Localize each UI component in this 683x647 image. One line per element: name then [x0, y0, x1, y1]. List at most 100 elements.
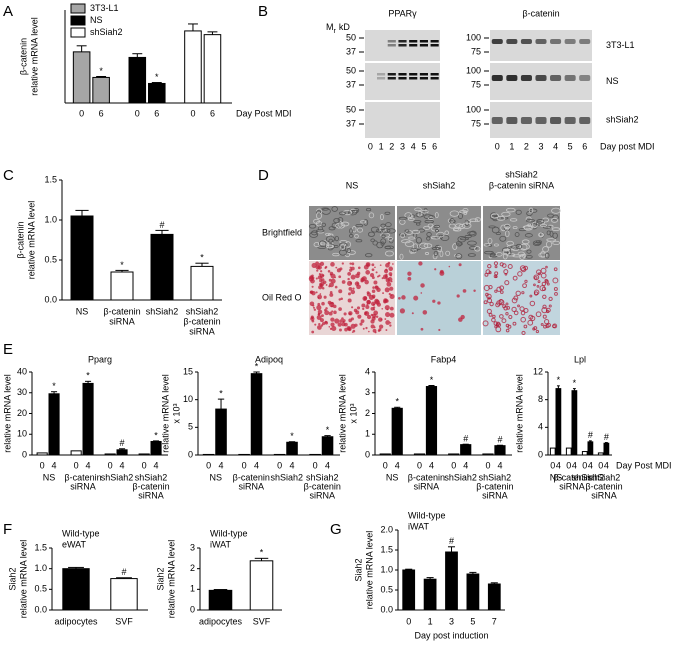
lipid-droplet: [372, 286, 375, 289]
x-tick-label: 0: [582, 460, 587, 470]
x-tick-label: 0: [451, 460, 456, 470]
cell-texture: [435, 228, 439, 233]
lipid-droplet: [385, 263, 390, 268]
bar: [494, 445, 506, 456]
blot-band: [520, 75, 532, 81]
lane-label: 5: [421, 141, 426, 151]
lipid-droplet: [385, 329, 388, 331]
legend-label: NS: [90, 15, 103, 25]
legend-swatch: [70, 27, 86, 38]
lipid-droplet: [376, 302, 381, 307]
lipid-droplet: [544, 319, 550, 325]
cell-texture: [542, 225, 552, 229]
lipid-droplet: [325, 284, 328, 286]
error-bar: [132, 53, 143, 58]
x-tick-label: 3: [449, 616, 454, 626]
marker-label: 75: [471, 79, 481, 89]
marker-label: 100: [466, 65, 481, 75]
lipid-droplet: [462, 289, 467, 293]
blot-band: [398, 77, 407, 80]
cell-texture: [433, 250, 438, 257]
y-tick-label: 0.0: [44, 294, 57, 304]
lipid-droplet: [544, 278, 548, 283]
lipid-droplet: [364, 279, 369, 285]
y-axis-label: relative mRNA level: [18, 540, 28, 619]
significance-mark: *: [155, 72, 159, 82]
lipid-droplet: [331, 325, 337, 332]
lane-label: 0: [495, 141, 500, 151]
bar: [565, 447, 572, 456]
lipid-droplet: [515, 290, 521, 296]
y-tick-label: 1: [190, 584, 195, 594]
y-axis-label: relative mRNA level: [166, 540, 176, 619]
error-bar: [288, 441, 296, 443]
bar: [110, 578, 138, 611]
cell-texture: [415, 212, 424, 218]
panel-letter: G: [330, 521, 342, 538]
x-tick-label: 0: [142, 460, 147, 470]
lipid-droplet: [334, 318, 340, 324]
lipid-droplet: [341, 262, 344, 265]
lipid-droplet: [438, 328, 441, 332]
cell-texture: [325, 232, 331, 236]
blot-band: [409, 40, 418, 43]
error-bar: [556, 385, 560, 389]
lipid-droplet: [384, 305, 390, 311]
cell-texture: [505, 230, 510, 238]
y-tick-label: 2.0: [380, 524, 393, 534]
lipid-droplet: [330, 273, 336, 279]
error-bar: [207, 31, 218, 35]
marker-label: 37: [346, 118, 356, 128]
cell-texture: [461, 222, 472, 229]
bar: [70, 450, 82, 456]
lipid-droplet: [343, 322, 348, 327]
lipid-droplet: [505, 302, 509, 306]
cell-texture: [538, 252, 548, 258]
lipid-droplet: [379, 264, 382, 267]
lipid-droplet: [311, 276, 315, 280]
lipid-droplet: [371, 268, 375, 272]
lipid-droplet: [533, 274, 540, 281]
bar: [203, 34, 222, 104]
cell-texture: [386, 228, 396, 234]
bar: [549, 447, 556, 456]
cell-texture: [524, 233, 533, 238]
lipid-droplet: [384, 311, 391, 318]
lipid-droplet: [507, 263, 513, 269]
lipid-droplet: [321, 286, 325, 290]
lipid-droplet: [317, 294, 323, 300]
lipid-droplet: [319, 261, 325, 267]
cell-texture: [398, 216, 408, 220]
lipid-droplet: [316, 269, 319, 272]
cell-texture: [552, 232, 558, 239]
group-label: siRNA: [414, 481, 440, 491]
y-tick-label: 4: [538, 422, 543, 432]
blot-band: [550, 117, 562, 124]
cell-texture: [444, 230, 449, 236]
lane-label: 1: [509, 141, 514, 151]
group-label: siRNA: [559, 481, 585, 491]
blot-band: [409, 44, 418, 47]
lane-label: 5: [568, 141, 573, 151]
lipid-droplet: [338, 298, 341, 301]
lipid-droplet: [321, 314, 324, 318]
bar: [603, 442, 610, 456]
x-axis-label: Day Post MDI: [236, 108, 292, 118]
x-tick-label: adipocytes: [54, 616, 98, 626]
cell-texture: [519, 243, 528, 251]
y-tick-label: 1.5: [380, 544, 393, 554]
lipid-droplet: [473, 289, 476, 292]
x-tick-label: 0: [108, 460, 113, 470]
y-tick-label: 3: [190, 542, 195, 552]
x-tick-label: 0: [550, 460, 555, 470]
x-tick-label: 4: [556, 460, 561, 470]
lipid-droplet: [407, 276, 412, 281]
cell-texture: [469, 245, 478, 250]
marker-label: 50: [346, 65, 356, 75]
lipid-droplet: [506, 305, 511, 310]
legend-swatch: [70, 15, 86, 26]
lipid-droplet: [543, 324, 547, 329]
lipid-droplet: [370, 313, 374, 317]
lipid-droplet: [389, 286, 394, 291]
cell-texture: [452, 228, 462, 232]
